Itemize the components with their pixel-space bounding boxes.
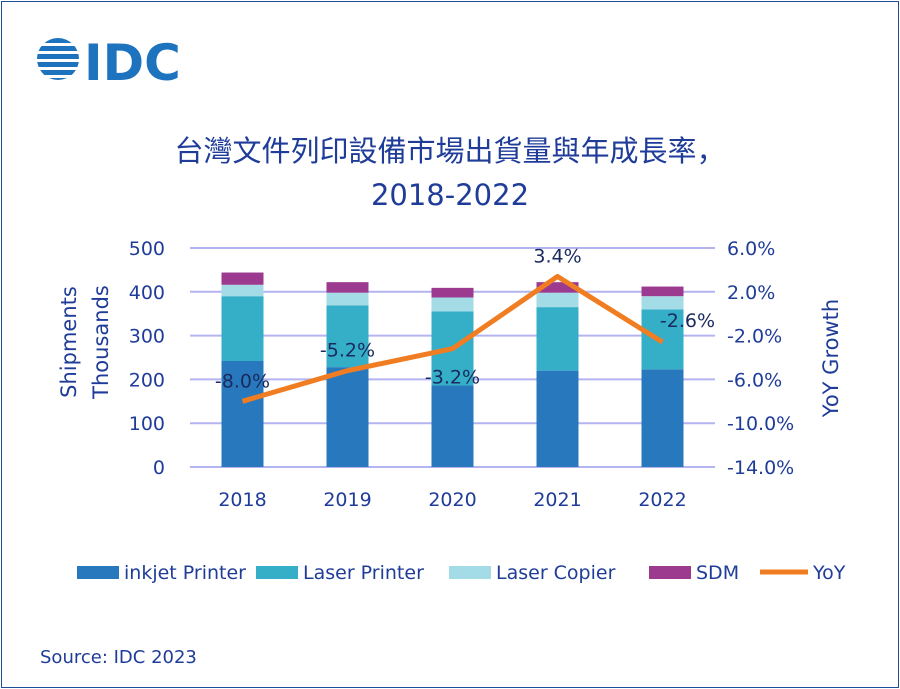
bar-inkjet-printer-2019 [326, 367, 369, 467]
globe-icon: IDC [37, 34, 181, 92]
legend-swatch [256, 566, 298, 579]
chart-title-line2: 2018-2022 [370, 178, 530, 212]
legend-swatch [449, 566, 491, 579]
y-axis-label-left-2: Thousands [89, 285, 113, 400]
y-tick-left: 0 [153, 457, 165, 479]
y-tick-left: 100 [129, 413, 165, 435]
chart-title-line1: 台灣文件列印設備市場出貨量與年成長率， [174, 134, 726, 168]
y-tick-right: 2.0% [727, 282, 775, 304]
x-tick-label: 2021 [533, 489, 581, 511]
legend-swatch [649, 566, 691, 579]
bar-sdm-2021 [536, 282, 579, 293]
bar-laser-printer-2019 [326, 305, 369, 368]
y-tick-right: -2.0% [727, 326, 782, 348]
bar-inkjet-printer-2021 [536, 370, 579, 467]
yoy-data-label: -2.6% [660, 310, 715, 332]
x-tick-label: 2019 [323, 489, 371, 511]
bar-sdm-2018 [221, 272, 264, 285]
x-tick-label: 2020 [428, 489, 476, 511]
legend-label: Laser Copier [496, 562, 616, 584]
bar-laser-copier-2022 [641, 296, 684, 310]
y-tick-right: -14.0% [727, 457, 794, 479]
bar-inkjet-printer-2018 [221, 361, 264, 467]
y-tick-right: -10.0% [727, 413, 794, 435]
source-note: Source: IDC 2023 [40, 647, 197, 668]
y-tick-right: -6.0% [727, 369, 782, 391]
y-tick-left: 200 [129, 369, 165, 391]
idc-logo: IDC [36, 34, 196, 92]
x-tick-label: 2022 [638, 489, 686, 511]
bar-laser-printer-2018 [221, 296, 264, 362]
bar-sdm-2022 [641, 286, 684, 297]
bar-inkjet-printer-2022 [641, 369, 684, 467]
y-axis-label-left-1: Shipments [57, 286, 81, 398]
y-axis-label-right: YoY Growth [819, 299, 843, 418]
y-tick-left: 400 [129, 282, 165, 304]
bar-laser-copier-2021 [536, 292, 579, 308]
legend-swatch [77, 566, 119, 579]
legend-label: YoY [812, 562, 846, 584]
x-tick-label: 2018 [218, 489, 266, 511]
yoy-data-label: 3.4% [533, 245, 581, 267]
yoy-data-label: -8.0% [215, 370, 270, 392]
legend-label: inkjet Printer [124, 562, 246, 584]
bar-sdm-2019 [326, 282, 369, 293]
y-tick-left: 500 [129, 238, 165, 260]
yoy-data-label: -5.2% [320, 340, 375, 362]
bar-laser-copier-2018 [221, 284, 264, 297]
yoy-data-label: -3.2% [425, 367, 480, 389]
bar-laser-printer-2021 [536, 307, 579, 371]
legend-label: Laser Printer [303, 562, 424, 584]
bar-inkjet-printer-2020 [431, 385, 474, 467]
legend-label: SDM [696, 562, 739, 584]
y-tick-left: 300 [129, 326, 165, 348]
bar-sdm-2020 [431, 287, 474, 298]
bar-laser-copier-2020 [431, 297, 474, 312]
yoy-line [241, 273, 664, 404]
bar-laser-copier-2019 [326, 292, 369, 306]
logo-text: IDC [84, 36, 181, 86]
y-tick-right: 6.0% [727, 238, 775, 260]
